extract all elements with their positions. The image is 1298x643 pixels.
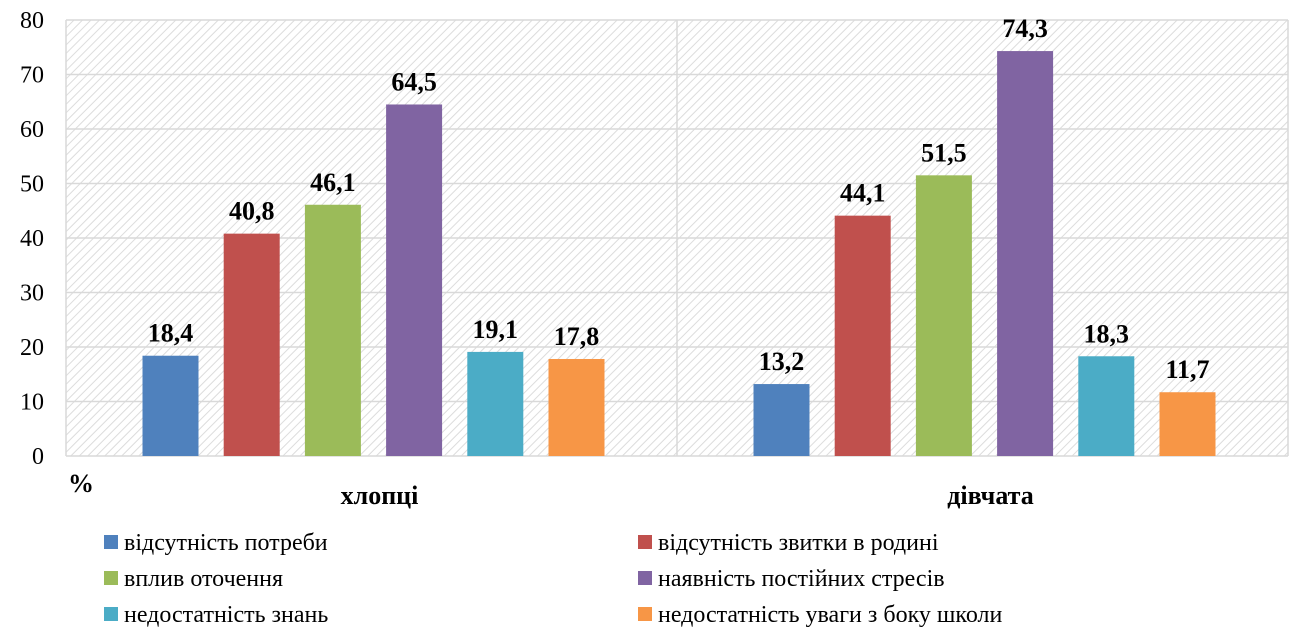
y-tick-label: 20 xyxy=(20,335,44,361)
legend: відсутність потреби відсутність звитки в … xyxy=(104,530,1002,628)
bar xyxy=(386,104,443,456)
bars xyxy=(142,51,1216,456)
data-label: 19,1 xyxy=(473,315,519,344)
category-label: дівчата xyxy=(947,481,1034,510)
data-label: 64,5 xyxy=(391,67,437,96)
legend-swatch xyxy=(638,535,652,549)
bar xyxy=(223,233,280,456)
data-labels: 18,4 13,2 40,8 44,1 46,1 51,5 64,5 74,3 19,1 18,3… xyxy=(148,14,1210,384)
legend-label: вплив оточення xyxy=(124,566,283,592)
legend-swatch xyxy=(638,607,652,621)
legend-swatch xyxy=(104,571,118,585)
legend-label: відсутність потреби xyxy=(124,530,328,556)
legend-label: недостатність уваги з боку школи xyxy=(658,602,1002,628)
bar xyxy=(834,215,891,456)
bar xyxy=(753,384,810,456)
category-label: хлопці xyxy=(341,481,419,510)
bar xyxy=(1159,392,1216,456)
bar xyxy=(142,355,199,456)
data-label: 74,3 xyxy=(1002,14,1048,43)
bar xyxy=(467,351,524,456)
data-label: 40,8 xyxy=(229,197,275,226)
data-label: 44,1 xyxy=(840,179,886,208)
bar xyxy=(915,175,972,456)
y-unit-label: % xyxy=(68,469,94,498)
data-label: 11,7 xyxy=(1165,355,1209,384)
bar xyxy=(997,51,1054,456)
data-label: 18,4 xyxy=(148,319,194,348)
bar xyxy=(548,358,605,456)
y-tick-label: 10 xyxy=(20,390,44,416)
data-label: 13,2 xyxy=(759,347,805,376)
bar xyxy=(1078,356,1135,456)
y-tick-label: 40 xyxy=(20,226,44,252)
y-tick-label: 70 xyxy=(20,63,44,89)
y-tick-label: 60 xyxy=(20,117,44,143)
legend-label: недостатність знань xyxy=(124,602,328,628)
legend-swatch xyxy=(104,535,118,549)
legend-swatch xyxy=(638,571,652,585)
y-tick-label: 0 xyxy=(32,444,44,470)
legend-label: наявність постійних стресів xyxy=(658,566,945,592)
x-axis: хлопці дівчата xyxy=(341,481,1034,510)
legend-label: відсутність звитки в родині xyxy=(658,530,939,556)
data-label: 18,3 xyxy=(1084,319,1130,348)
legend-swatch xyxy=(104,607,118,621)
y-tick-label: 30 xyxy=(20,281,44,307)
bar xyxy=(304,204,361,456)
y-axis: 0 10 20 30 40 50 60 70 80 xyxy=(20,8,44,470)
data-label: 46,1 xyxy=(310,168,356,197)
data-label: 51,5 xyxy=(921,138,967,167)
data-label: 17,8 xyxy=(554,322,600,351)
y-tick-label: 50 xyxy=(20,172,44,198)
y-tick-label: 80 xyxy=(20,8,44,34)
